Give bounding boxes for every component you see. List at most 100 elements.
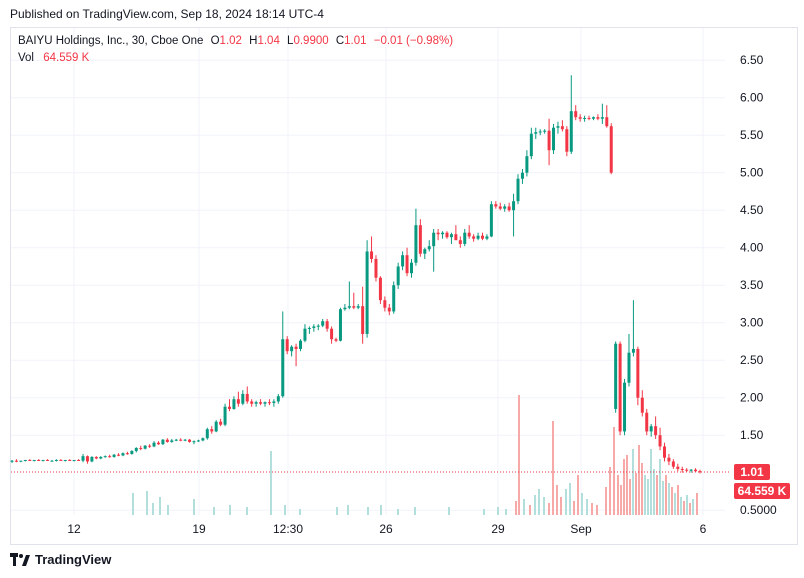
candle: [441, 231, 445, 239]
volume-bar: [686, 495, 688, 515]
candle: [512, 193, 516, 237]
candle-body: [143, 445, 147, 449]
candle-body: [192, 441, 196, 443]
candle: [263, 401, 267, 407]
candle: [600, 103, 604, 124]
candle-body: [219, 421, 223, 425]
candle: [556, 121, 560, 134]
candle-body: [574, 111, 578, 118]
volume-bar: [497, 507, 499, 515]
candle-body: [94, 456, 98, 459]
y-tick-label: 2.00: [740, 391, 764, 405]
candle-body: [636, 348, 640, 398]
candle-body: [241, 393, 245, 404]
candle-body: [321, 321, 325, 326]
candle: [520, 168, 524, 184]
candle: [640, 390, 644, 417]
candle-body: [405, 255, 409, 274]
candle-body: [46, 459, 50, 461]
candle: [210, 426, 214, 434]
volume-bar: [620, 485, 622, 515]
candle: [192, 440, 196, 445]
candle-body: [10, 460, 14, 462]
candle: [294, 343, 298, 367]
candle-body: [654, 426, 658, 436]
candle: [121, 452, 125, 457]
volume-bar: [617, 475, 619, 515]
y-tick-label: 6.50: [740, 53, 764, 67]
candle-body: [227, 406, 231, 409]
candle: [662, 442, 666, 462]
candle-body: [312, 326, 316, 328]
candle-body: [552, 127, 556, 151]
candle-body: [223, 406, 227, 425]
volume-bar: [565, 489, 567, 515]
candle: [272, 399, 276, 407]
volume-bar: [529, 505, 531, 515]
volume-bar: [556, 485, 558, 515]
candle-body: [698, 471, 702, 473]
candle-body: [489, 204, 493, 237]
candle-body: [458, 240, 462, 244]
candle: [54, 459, 58, 462]
candle-body: [516, 178, 520, 202]
candle: [81, 453, 85, 463]
tradingview-brand[interactable]: TradingView: [10, 552, 111, 567]
candle: [392, 281, 396, 314]
volume-label: Vol: [18, 52, 34, 64]
candle: [28, 459, 32, 461]
candle-body: [423, 249, 427, 254]
volume-bar: [146, 491, 148, 515]
candle-body: [370, 251, 374, 259]
candle-body: [694, 469, 698, 472]
volume-bar: [380, 505, 382, 515]
candle-body: [23, 459, 27, 461]
candle: [436, 228, 440, 241]
low-value: 0.9900: [293, 35, 329, 47]
volume-bar: [159, 497, 161, 515]
candle-body: [649, 426, 653, 432]
candle-body: [645, 412, 649, 432]
candle: [427, 240, 431, 252]
volume-bar: [653, 469, 655, 515]
candle: [685, 468, 689, 472]
candle: [347, 281, 351, 310]
candle-body: [210, 429, 214, 432]
candle-body: [427, 246, 431, 250]
low-label: L: [287, 35, 294, 47]
candle: [503, 204, 507, 212]
candle: [370, 236, 374, 263]
candle: [454, 225, 458, 241]
candle-body: [32, 459, 36, 461]
candle-body: [476, 235, 480, 239]
candle-body: [374, 258, 378, 278]
candle-body: [108, 456, 112, 458]
last-volume-badge-label: 64.559 K: [738, 484, 787, 498]
candle: [130, 450, 134, 455]
candle: [156, 441, 160, 445]
volume-bar: [229, 505, 231, 515]
volume-bar: [246, 507, 248, 515]
volume-bar: [299, 509, 301, 515]
candle: [179, 438, 183, 442]
volume-bar: [367, 507, 369, 515]
volume-bar: [591, 503, 593, 515]
volume-bar: [613, 427, 615, 515]
candle: [463, 228, 467, 247]
candle-body: [436, 232, 440, 235]
candle: [609, 123, 613, 175]
volume-bars: [132, 395, 698, 515]
candle-body: [250, 401, 254, 404]
price-axis: 6.50 6.00 5.50 5.00 4.50 4.00 3.50 3.00 2.50 2.00…: [734, 53, 790, 517]
candle-body: [401, 255, 405, 267]
candle-body: [179, 439, 183, 441]
volume-bar: [483, 509, 485, 515]
candle-body: [365, 251, 369, 334]
candle-body: [432, 232, 436, 247]
candle: [85, 455, 89, 464]
candle-body: [640, 397, 644, 413]
candle: [250, 399, 254, 407]
candle-body: [117, 454, 121, 456]
candle-body: [387, 307, 391, 312]
